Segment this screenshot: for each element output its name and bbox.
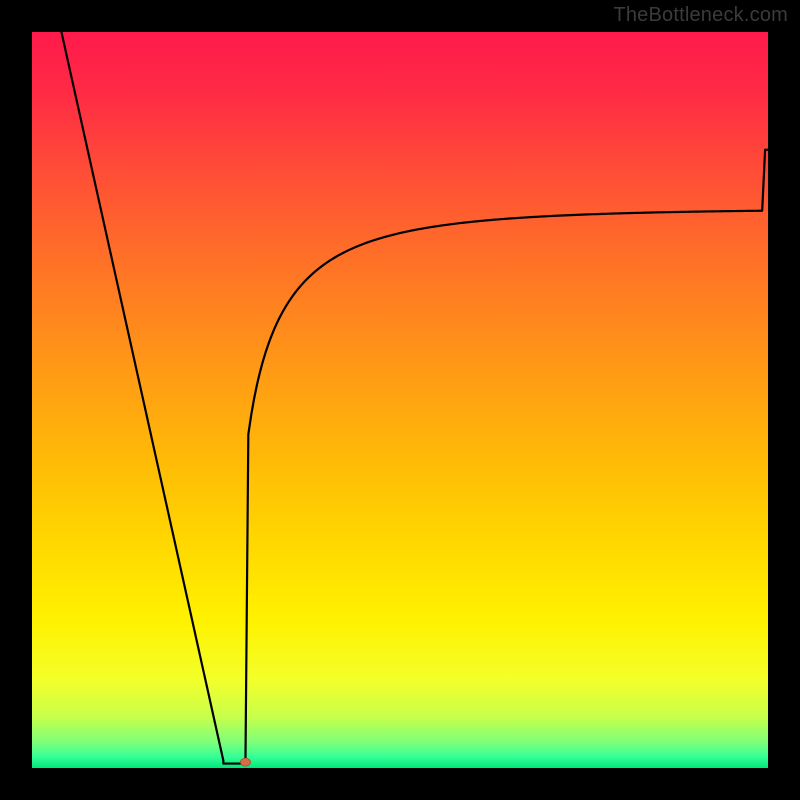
optimum-marker [240,758,250,766]
chart-stage: TheBottleneck.com [0,0,800,800]
attribution-label: TheBottleneck.com [613,4,788,27]
bottleneck-chart-svg [0,0,800,800]
